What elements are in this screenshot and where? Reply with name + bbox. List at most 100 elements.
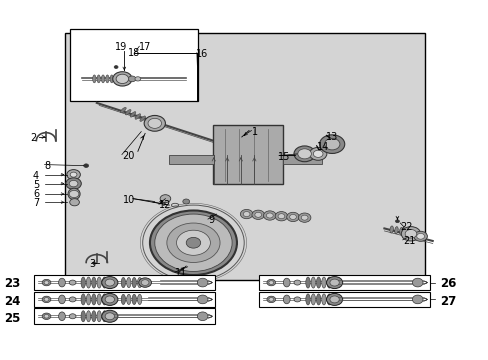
Ellipse shape (404, 228, 407, 235)
Ellipse shape (310, 277, 315, 288)
Ellipse shape (59, 312, 65, 321)
Ellipse shape (321, 294, 325, 305)
Circle shape (155, 214, 232, 271)
Text: 16: 16 (196, 49, 208, 59)
Circle shape (70, 199, 79, 206)
Ellipse shape (135, 114, 141, 119)
Text: 25: 25 (4, 312, 20, 325)
Ellipse shape (197, 278, 207, 287)
Text: 22: 22 (399, 222, 411, 232)
Ellipse shape (105, 75, 109, 83)
Text: 23: 23 (4, 278, 20, 291)
Circle shape (44, 315, 49, 318)
Circle shape (405, 229, 416, 238)
Ellipse shape (93, 75, 96, 83)
Ellipse shape (86, 277, 91, 288)
Bar (70, 30, 198, 101)
Circle shape (69, 297, 76, 302)
Circle shape (67, 170, 80, 180)
Circle shape (293, 280, 300, 285)
Circle shape (293, 297, 300, 302)
Ellipse shape (68, 188, 80, 200)
Circle shape (293, 146, 315, 162)
Ellipse shape (411, 295, 422, 304)
Ellipse shape (86, 294, 91, 305)
Ellipse shape (283, 278, 289, 287)
Circle shape (263, 211, 276, 220)
Circle shape (240, 210, 252, 219)
Circle shape (326, 293, 342, 305)
Circle shape (298, 213, 310, 222)
Ellipse shape (137, 278, 142, 288)
Ellipse shape (326, 294, 331, 305)
Ellipse shape (144, 118, 150, 123)
Ellipse shape (326, 277, 331, 288)
Circle shape (254, 212, 261, 217)
Ellipse shape (197, 312, 207, 321)
Text: 2: 2 (30, 133, 37, 143)
Text: 9: 9 (207, 215, 214, 225)
Circle shape (69, 190, 79, 198)
Ellipse shape (125, 109, 131, 115)
Circle shape (69, 280, 76, 285)
Bar (282, 155, 321, 164)
Text: 27: 27 (439, 295, 455, 308)
Circle shape (289, 215, 296, 220)
Bar (212, 125, 282, 184)
Ellipse shape (394, 227, 397, 234)
Text: 15: 15 (278, 152, 290, 162)
Bar (34, 275, 215, 291)
Circle shape (326, 276, 342, 289)
Ellipse shape (316, 277, 320, 288)
Bar (169, 155, 213, 164)
Ellipse shape (316, 294, 320, 305)
Text: 19: 19 (115, 42, 127, 52)
Ellipse shape (149, 120, 155, 126)
Ellipse shape (126, 278, 131, 288)
Circle shape (102, 310, 118, 322)
Circle shape (251, 210, 264, 220)
Circle shape (116, 74, 128, 84)
Text: 24: 24 (4, 295, 20, 308)
Circle shape (266, 213, 273, 218)
Ellipse shape (132, 294, 136, 305)
Text: 8: 8 (44, 161, 51, 171)
Ellipse shape (102, 311, 106, 322)
Ellipse shape (132, 278, 136, 288)
Circle shape (42, 296, 51, 303)
Text: 12: 12 (158, 200, 171, 210)
Circle shape (268, 298, 273, 301)
Text: 4: 4 (33, 171, 39, 181)
Text: 20: 20 (122, 150, 134, 161)
Circle shape (135, 77, 141, 81)
Circle shape (148, 118, 161, 129)
Circle shape (166, 223, 220, 262)
Circle shape (275, 212, 287, 221)
Ellipse shape (91, 294, 96, 305)
Ellipse shape (97, 311, 101, 322)
Ellipse shape (101, 75, 104, 83)
Circle shape (416, 233, 424, 239)
Ellipse shape (120, 107, 126, 113)
Ellipse shape (97, 294, 101, 305)
Circle shape (313, 150, 323, 157)
Circle shape (286, 212, 299, 222)
Circle shape (114, 66, 118, 68)
Circle shape (324, 138, 339, 150)
Circle shape (139, 278, 151, 287)
Ellipse shape (81, 277, 85, 288)
Text: 1: 1 (251, 127, 257, 136)
Ellipse shape (102, 294, 106, 305)
Bar (65, 33, 425, 280)
Text: 5: 5 (33, 180, 39, 190)
Circle shape (105, 279, 114, 286)
Circle shape (69, 314, 76, 319)
Circle shape (150, 211, 237, 275)
Ellipse shape (97, 75, 100, 83)
Circle shape (69, 180, 78, 187)
Ellipse shape (91, 277, 96, 288)
Ellipse shape (81, 311, 85, 322)
Circle shape (105, 313, 114, 320)
Ellipse shape (321, 277, 325, 288)
Ellipse shape (102, 277, 106, 288)
